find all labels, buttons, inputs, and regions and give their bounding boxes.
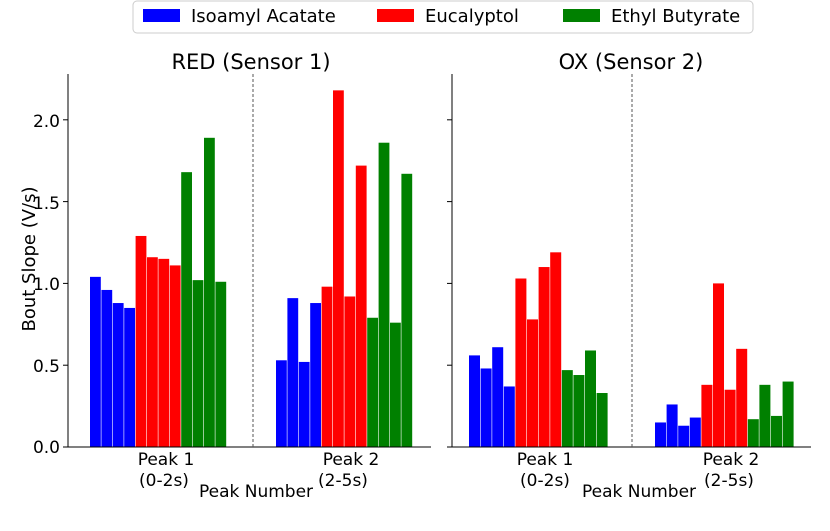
bar: [666, 404, 678, 447]
bar: [585, 350, 596, 447]
y-tick-labels: 0.0 0.5 1.0 1.5 2.0: [33, 112, 60, 458]
bar: [678, 425, 690, 447]
legend-label-ethyl-butyrate: Ethyl Butyrate: [611, 6, 740, 27]
legend-swatch-ethyl-butyrate: [563, 9, 600, 22]
bar: [701, 384, 713, 447]
bar: [204, 137, 215, 448]
bar: [124, 307, 135, 447]
x-axis-label-red: Peak Number: [199, 482, 313, 502]
bar: [655, 422, 666, 447]
y-tick-label: 1.0: [33, 275, 60, 295]
bar: [724, 389, 736, 447]
bar: [90, 276, 101, 447]
bar: [355, 165, 367, 448]
x-tick-labels-red: Peak 1 (0-2s) Peak 2 (2-5s): [138, 450, 380, 491]
y-ticks: [63, 119, 452, 448]
bar: [561, 370, 573, 447]
bar: [480, 368, 492, 447]
axes: [67, 74, 811, 448]
bar: [689, 417, 701, 447]
x-tick-labels-ox: Peak 1 (0-2s) Peak 2 (2-5s): [517, 450, 760, 491]
bar: [515, 278, 527, 447]
x-tick-label-sub: (2-5s): [704, 471, 754, 491]
bar: [401, 173, 413, 448]
x-tick-label: Peak 1: [517, 450, 574, 470]
bar: [181, 172, 192, 447]
panel-title-ox: OX (Sensor 2): [559, 50, 704, 74]
x-tick-label: Peak 2: [323, 450, 380, 470]
y-tick-label: 1.5: [33, 194, 60, 214]
panel-title-red: RED (Sensor 1): [171, 50, 330, 74]
x-tick-label-sub: (2-5s): [318, 471, 368, 491]
y-tick-label: 0.5: [33, 357, 60, 377]
bar: [713, 283, 724, 447]
bars: [90, 90, 794, 448]
x-tick-label: Peak 1: [138, 450, 195, 470]
legend-label-isoamyl-acatate: Isoamyl Acatate: [191, 6, 336, 27]
bar: [192, 280, 204, 447]
bar: [390, 322, 401, 447]
bar: [321, 286, 333, 447]
bar: [759, 384, 771, 447]
bar: [147, 257, 158, 447]
bar: [596, 393, 608, 447]
bar: [276, 360, 287, 447]
bar: [550, 252, 562, 447]
bar: [310, 303, 321, 447]
legend-label-eucalyptol: Eucalyptol: [425, 6, 519, 27]
bar: [771, 415, 782, 447]
bar: [158, 258, 170, 447]
bar: [367, 317, 378, 447]
bar: [378, 142, 390, 447]
x-tick-label-sub: (0-2s): [520, 471, 570, 491]
bar: [527, 319, 538, 447]
y-axis-label: Bout Slope (V/s): [19, 186, 40, 331]
bar: [112, 303, 124, 447]
bar: [215, 281, 227, 447]
bar: [573, 375, 585, 447]
bar: [469, 355, 480, 447]
y-tick-label: 2.0: [33, 112, 60, 132]
bar: [538, 267, 550, 447]
bar: [287, 298, 299, 447]
bar: [492, 347, 504, 447]
bar: [344, 296, 356, 447]
x-tick-label-sub: (0-2s): [139, 471, 189, 491]
legend-swatch-isoamyl-acatate: [143, 9, 180, 22]
bar: [333, 90, 344, 448]
bar: [298, 361, 310, 447]
bar: [747, 419, 759, 447]
legend: Isoamyl Acatate Eucalyptol Ethyl Butyrat…: [132, 0, 754, 34]
bar: [782, 381, 794, 447]
bar: [101, 289, 113, 447]
bar: [135, 235, 147, 447]
legend-swatch-eucalyptol: [377, 9, 414, 22]
y-tick-label: 0.0: [33, 438, 60, 458]
x-tick-label: Peak 2: [703, 450, 760, 470]
bar: [736, 348, 748, 447]
x-axis-label-ox: Peak Number: [582, 482, 696, 502]
bar: [503, 386, 515, 447]
bar: [169, 265, 181, 447]
